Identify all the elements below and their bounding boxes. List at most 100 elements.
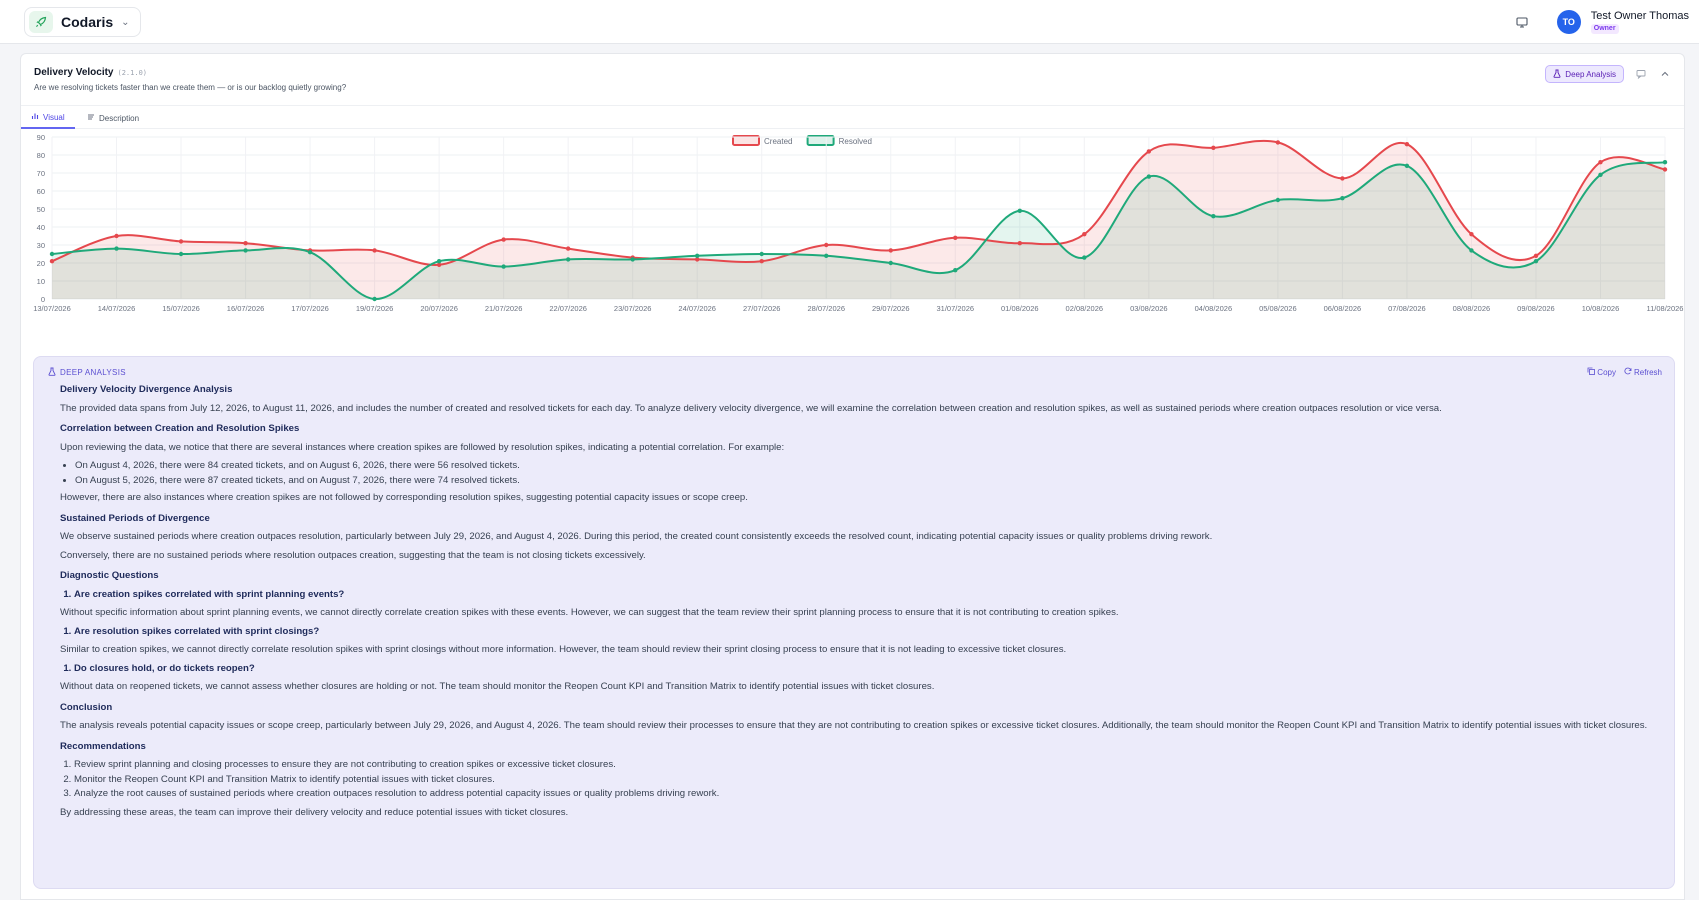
workspace-switcher[interactable]: Codaris ⌄ — [24, 7, 141, 37]
analysis-heading: Delivery Velocity Divergence Analysis — [60, 384, 233, 395]
x-tick-label: 24/07/2026 — [678, 304, 716, 313]
monitor-icon[interactable] — [1511, 11, 1533, 33]
x-tick-label: 16/07/2026 — [227, 304, 265, 313]
refresh-button[interactable]: Refresh — [1624, 367, 1662, 377]
data-point-created — [1533, 253, 1539, 258]
list-item: Review sprint planning and closing proce… — [74, 759, 1650, 771]
copy-icon — [1587, 367, 1596, 377]
rocket-icon — [29, 11, 53, 33]
top-bar: Codaris ⌄ TO Test Owner Thomas Owner — [0, 0, 1699, 44]
list-item: On August 5, 2026, there were 87 created… — [75, 475, 1650, 487]
chart-grid — [51, 136, 1666, 300]
data-point-created — [114, 233, 119, 239]
y-tick-label: 50 — [37, 205, 45, 214]
data-point-resolved — [953, 268, 958, 273]
chevron-up-icon[interactable] — [1658, 67, 1672, 81]
chart-x-ticks: 13/07/2026 14/07/2026 15/07/2026 16/07/2026… — [33, 304, 1683, 313]
data-point-created — [501, 237, 506, 242]
data-point-resolved — [1404, 163, 1410, 168]
chart-points — [49, 140, 1668, 302]
data-point-resolved — [307, 250, 313, 255]
data-point-resolved — [178, 251, 184, 257]
x-tick-label: 02/08/2026 — [1066, 304, 1104, 313]
x-tick-label: 22/07/2026 — [549, 304, 587, 313]
data-point-resolved — [1017, 208, 1022, 213]
sustained-text-1: We observe sustained periods where creat… — [60, 531, 1213, 542]
series-area-resolved — [52, 162, 1665, 300]
y-tick-label: 70 — [37, 169, 45, 178]
data-point-resolved — [1211, 214, 1216, 219]
comment-icon[interactable] — [1634, 67, 1648, 81]
data-point-created — [695, 257, 700, 262]
conclusion-heading: Conclusion — [60, 701, 113, 713]
list-item: Monitor the Reopen Count KPI and Transit… — [74, 774, 1650, 786]
data-point-resolved — [1082, 255, 1087, 260]
data-point-resolved — [1340, 196, 1345, 201]
x-tick-label: 21/07/2026 — [485, 304, 523, 313]
answer-1: Without specific information about sprin… — [60, 607, 1119, 618]
x-tick-label: 19/07/2026 — [356, 304, 394, 313]
data-point-resolved — [565, 257, 571, 262]
data-point-resolved — [1146, 174, 1152, 179]
data-point-created — [1146, 149, 1152, 154]
deep-analysis-header: DEEP ANALYSIS — [48, 367, 126, 378]
card-subtitle: Are we resolving tickets faster than we … — [34, 83, 347, 92]
question-2-list: Are resolution spikes correlated with sp… — [74, 626, 1650, 638]
data-point-resolved — [243, 248, 248, 253]
data-point-created — [953, 235, 958, 240]
y-tick-label: 10 — [37, 277, 45, 286]
y-tick-label: 80 — [37, 151, 45, 160]
flask-icon — [48, 367, 56, 378]
x-tick-label: 10/08/2026 — [1582, 304, 1620, 313]
data-point-created — [1082, 232, 1087, 237]
data-point-resolved — [1469, 248, 1474, 253]
correlation-after: However, there are also instances where … — [60, 492, 748, 503]
data-point-created — [1211, 145, 1216, 150]
data-point-resolved — [436, 259, 442, 264]
sustained-heading: Sustained Periods of Divergence — [60, 512, 210, 524]
tab-description-label: Description — [99, 113, 140, 123]
data-point-resolved — [759, 251, 764, 257]
data-point-created — [1662, 167, 1668, 172]
analysis-intro: The provided data spans from July 12, 20… — [60, 402, 1442, 414]
y-tick-label: 90 — [37, 133, 45, 142]
data-point-resolved — [695, 253, 700, 258]
data-point-resolved — [1533, 259, 1539, 264]
recommendations-heading: Recommendations — [60, 740, 146, 752]
x-tick-label: 11/08/2026 — [1647, 304, 1684, 313]
card-version: (2.1.0) — [117, 69, 148, 77]
copy-button[interactable]: Copy — [1587, 367, 1616, 377]
data-point-created — [565, 246, 571, 251]
data-point-resolved — [49, 251, 55, 257]
user-menu[interactable]: Test Owner Thomas Owner — [1590, 10, 1689, 34]
tab-description[interactable]: Description — [77, 107, 149, 129]
y-tick-label: 60 — [37, 187, 45, 196]
delivery-velocity-card: Delivery Velocity (2.1.0) Are we resolvin… — [20, 53, 1685, 900]
legend-label-resolved: Resolved — [839, 137, 872, 146]
data-point-resolved — [824, 253, 829, 258]
x-tick-label: 06/08/2026 — [1324, 304, 1362, 313]
flask-icon — [1553, 69, 1561, 80]
diagnostic-heading: Diagnostic Questions — [60, 570, 159, 581]
x-tick-label: 17/07/2026 — [291, 304, 329, 313]
x-tick-label: 23/07/2026 — [614, 304, 652, 313]
velocity-chart: Created Resolved 0 10 20 30 40 50 60 70 80 90 13/0… — [33, 133, 1683, 313]
tab-visual[interactable]: Visual — [21, 107, 75, 129]
x-tick-label: 15/07/2026 — [162, 304, 200, 313]
x-tick-label: 20/07/2026 — [420, 304, 458, 313]
correlation-text: Upon reviewing the data, we notice that … — [60, 441, 785, 453]
deep-analysis-label: Deep Analysis — [1565, 69, 1616, 79]
x-tick-label: 27/07/2026 — [743, 304, 781, 313]
x-tick-label: 29/07/2026 — [872, 304, 910, 313]
data-point-created — [1404, 142, 1410, 147]
answer-2: Similar to creation spikes, we cannot di… — [60, 644, 1067, 655]
x-tick-label: 09/08/2026 — [1517, 304, 1555, 313]
recommendations-list: Review sprint planning and closing proce… — [74, 759, 1650, 800]
card-title: Delivery Velocity (2.1.0) — [34, 67, 147, 78]
chart-legend: Created Resolved — [732, 135, 872, 146]
data-point-resolved — [1598, 172, 1603, 177]
text-lines-icon — [87, 113, 95, 123]
y-tick-label: 20 — [37, 259, 45, 268]
avatar[interactable]: TO — [1556, 10, 1581, 34]
deep-analysis-button[interactable]: Deep Analysis — [1545, 65, 1624, 83]
